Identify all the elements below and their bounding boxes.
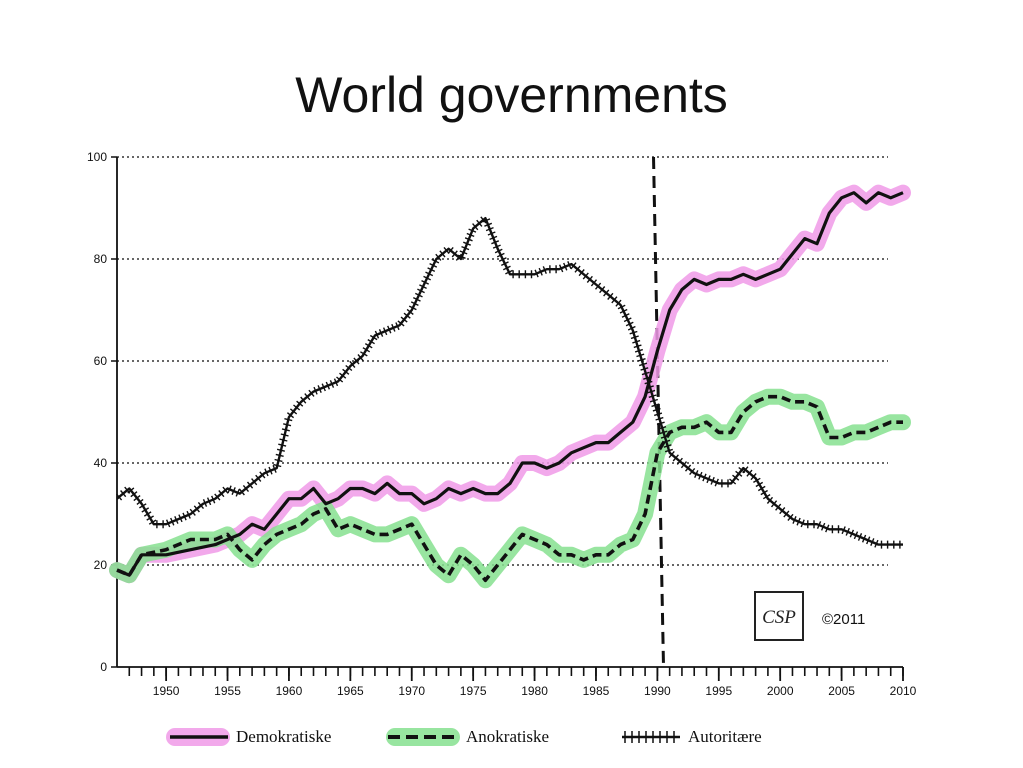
legend: Demokratiske Anokratiske Autoritære — [166, 727, 762, 746]
csp-logo-text: CSP — [762, 607, 796, 628]
legend-autoritaere-label: Autoritære — [688, 727, 762, 746]
legend-anokratiske-highlight — [386, 728, 460, 746]
series-autoritaere — [115, 216, 903, 549]
series-demokratiske — [116, 191, 904, 577]
y-tick-label-40: 40 — [94, 456, 108, 470]
x-tick-label-1975: 1975 — [460, 684, 487, 698]
x-tick-label-1955: 1955 — [214, 684, 241, 698]
legend-anokratiske-label: Anokratiske — [466, 727, 549, 746]
legend-demokratiske-label: Demokratiske — [236, 727, 331, 746]
x-tick-label-2010: 2010 — [890, 684, 917, 698]
series-autoritaere-crosses — [115, 216, 901, 549]
annotation-layer: CSP ©2011 — [754, 591, 865, 641]
x-tick-label-1950: 1950 — [153, 684, 180, 698]
copyright-label: ©2011 — [822, 611, 865, 628]
highlight-layer — [109, 184, 911, 589]
axis-layer: 0 20 40 60 80 100 1950 1955 1960 1965 1970 1975 1980… — [87, 150, 917, 698]
slide-title: World governments — [295, 67, 728, 123]
series-autoritaere-line — [116, 217, 903, 546]
csp-logo-box — [754, 591, 804, 641]
y-tick-label-60: 60 — [94, 354, 108, 368]
series-anokratiske — [116, 394, 903, 583]
x-tick-label-1960: 1960 — [276, 684, 303, 698]
y-tick-label-80: 80 — [94, 252, 108, 266]
x-tick-label-1995: 1995 — [705, 684, 732, 698]
x-tick-label-1970: 1970 — [398, 684, 425, 698]
series-anokratiske-line — [116, 394, 903, 583]
x-tick-label-2000: 2000 — [767, 684, 794, 698]
series-demokratiske-line — [116, 191, 904, 577]
y-tick-label-0: 0 — [100, 660, 107, 674]
x-tick-label-1990: 1990 — [644, 684, 671, 698]
x-tick-label-2005: 2005 — [828, 684, 855, 698]
x-tick-label-1980: 1980 — [521, 684, 548, 698]
y-tick-label-20: 20 — [94, 558, 108, 572]
legend-autoritaere-crosses — [624, 731, 675, 743]
x-tick-label-1985: 1985 — [583, 684, 610, 698]
series-layer — [115, 191, 904, 583]
x-tick-label-1965: 1965 — [337, 684, 364, 698]
series-demokratiske-highlight — [109, 184, 911, 584]
y-tick-label-100: 100 — [87, 150, 107, 164]
